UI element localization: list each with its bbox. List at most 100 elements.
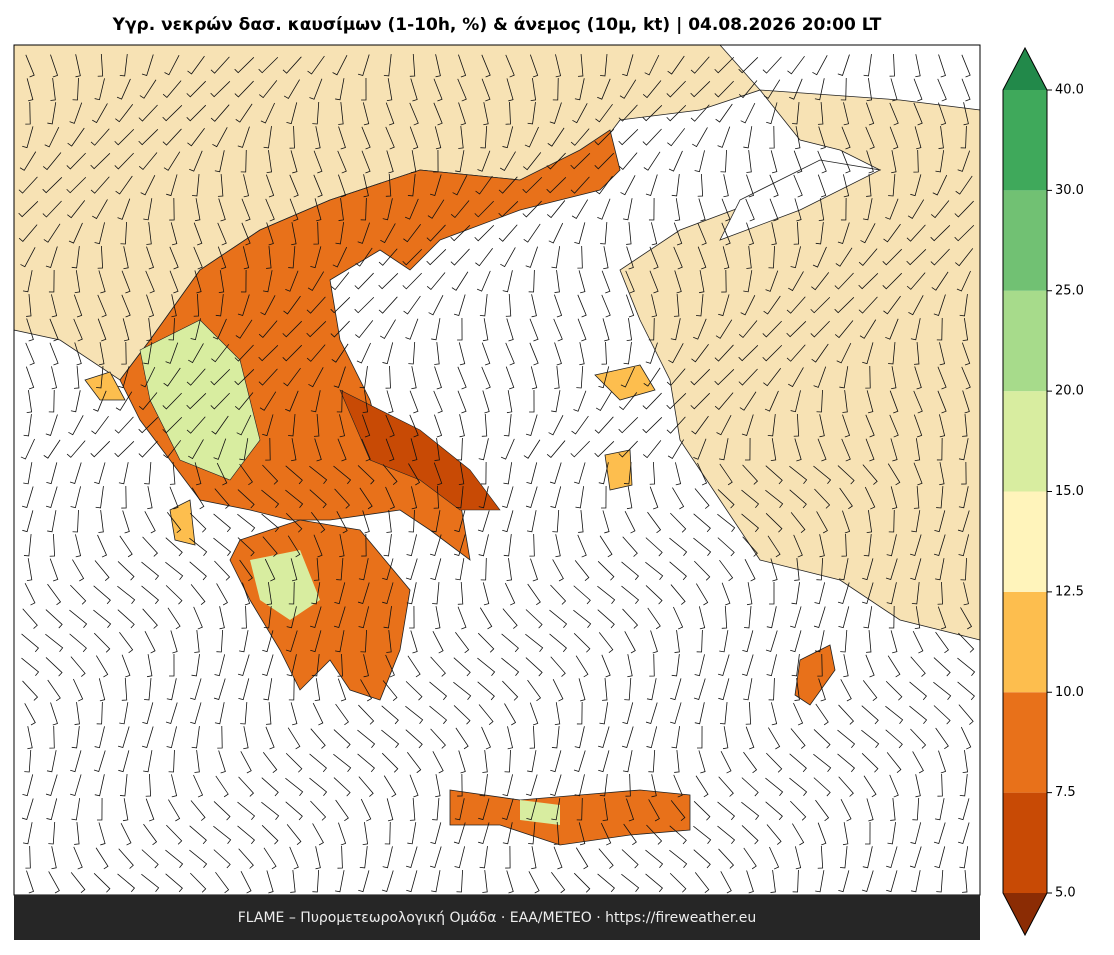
wind-barb xyxy=(117,585,136,604)
wind-barb xyxy=(406,582,417,605)
wind-barb xyxy=(914,606,921,630)
wind-barb xyxy=(94,462,106,485)
wind-barb xyxy=(786,296,806,314)
wind-barb xyxy=(601,654,611,678)
wind-barb xyxy=(526,510,537,533)
wind-barb xyxy=(261,801,280,820)
wind-barb xyxy=(766,102,778,125)
footer-text: FLAME – Πυρομετεωρολογική Ομάδα · ΕΑΑ/ME… xyxy=(238,910,757,926)
wind-barb xyxy=(96,797,103,821)
wind-barb xyxy=(862,680,878,702)
wind-barb xyxy=(306,296,326,314)
wind-barb xyxy=(818,678,826,702)
wind-barb xyxy=(239,559,253,582)
wind-barb xyxy=(457,366,467,390)
wind-barb xyxy=(330,320,350,338)
wind-barb xyxy=(669,825,687,845)
wind-barb xyxy=(477,510,490,533)
wind-barb xyxy=(643,367,661,387)
wind-barb xyxy=(165,585,183,605)
wind-barb xyxy=(313,414,320,437)
wind-barb xyxy=(138,417,159,434)
wind-barb xyxy=(25,845,31,869)
wind-barb xyxy=(885,318,899,340)
wind-barb xyxy=(962,870,968,893)
wind-barb xyxy=(143,342,153,365)
wind-barb xyxy=(934,798,945,821)
wind-barb xyxy=(842,822,849,846)
wind-barb xyxy=(529,54,539,78)
wind-barb xyxy=(360,679,373,702)
wind-barb xyxy=(355,247,373,267)
wind-barb xyxy=(70,486,81,509)
wind-barb xyxy=(743,678,753,701)
wind-barb xyxy=(837,465,855,485)
wind-barb xyxy=(70,774,82,797)
wind-barb xyxy=(549,609,568,629)
wind-barb xyxy=(357,729,376,749)
wind-barb xyxy=(550,486,562,509)
wind-barb xyxy=(670,512,687,533)
wind-barb xyxy=(890,630,898,654)
wind-barb xyxy=(959,774,968,797)
wind-barb xyxy=(786,344,806,362)
wind-barb xyxy=(885,558,898,581)
wind-barb xyxy=(140,174,156,196)
wind-barb xyxy=(456,869,463,893)
wind-barb xyxy=(215,294,224,317)
wind-barb xyxy=(766,752,783,773)
wind-barb xyxy=(959,846,969,869)
wind-barb xyxy=(143,198,153,221)
wind-barb xyxy=(117,726,130,749)
wind-barb xyxy=(477,150,491,172)
wind-barb xyxy=(935,150,945,173)
wind-barb xyxy=(769,198,779,222)
wind-barb xyxy=(770,438,777,462)
wind-barb xyxy=(118,848,134,869)
wind-barb xyxy=(575,847,589,870)
wind-barb xyxy=(887,655,901,678)
wind-barb xyxy=(914,438,921,462)
wind-barb xyxy=(481,413,488,437)
colorbar-tick-label: 12.5 xyxy=(1055,584,1084,599)
wind-barb xyxy=(119,631,134,654)
wind-barb xyxy=(649,461,656,485)
wind-barb xyxy=(954,224,975,242)
wind-barb xyxy=(890,486,898,510)
wind-barb xyxy=(618,152,638,170)
wind-barb xyxy=(139,79,157,99)
wind-barb xyxy=(97,245,104,269)
wind-barb xyxy=(815,703,829,726)
wind-barb xyxy=(409,102,419,126)
colorbar-tick-label: 15.0 xyxy=(1055,484,1084,499)
wind-barb xyxy=(189,561,207,581)
wind-barb xyxy=(553,318,563,342)
wind-barb xyxy=(912,797,920,821)
wind-barb xyxy=(864,486,876,510)
wind-barb xyxy=(97,53,104,77)
wind-barb xyxy=(765,801,783,821)
wind-barb xyxy=(690,368,711,386)
wind-barb xyxy=(906,249,927,266)
wind-barb xyxy=(338,198,344,221)
wind-barb xyxy=(930,225,951,242)
wind-barb xyxy=(645,174,658,196)
wind-barb xyxy=(793,174,803,198)
wind-barb xyxy=(122,510,130,534)
wind-barb xyxy=(936,870,944,893)
wind-barb xyxy=(961,366,971,390)
wind-barb xyxy=(309,753,327,773)
wind-barb xyxy=(479,607,493,630)
wind-barb xyxy=(909,681,927,701)
wind-barb xyxy=(218,750,226,774)
wind-barb xyxy=(477,657,496,676)
wind-barb xyxy=(336,389,343,413)
wind-barb xyxy=(98,678,106,702)
wind-barb xyxy=(674,750,680,773)
wind-barb xyxy=(694,654,705,677)
wind-barb xyxy=(234,369,255,386)
wind-barb xyxy=(357,54,370,77)
wind-barb xyxy=(695,775,709,798)
wind-barb xyxy=(145,270,155,294)
wind-barb xyxy=(358,704,375,725)
